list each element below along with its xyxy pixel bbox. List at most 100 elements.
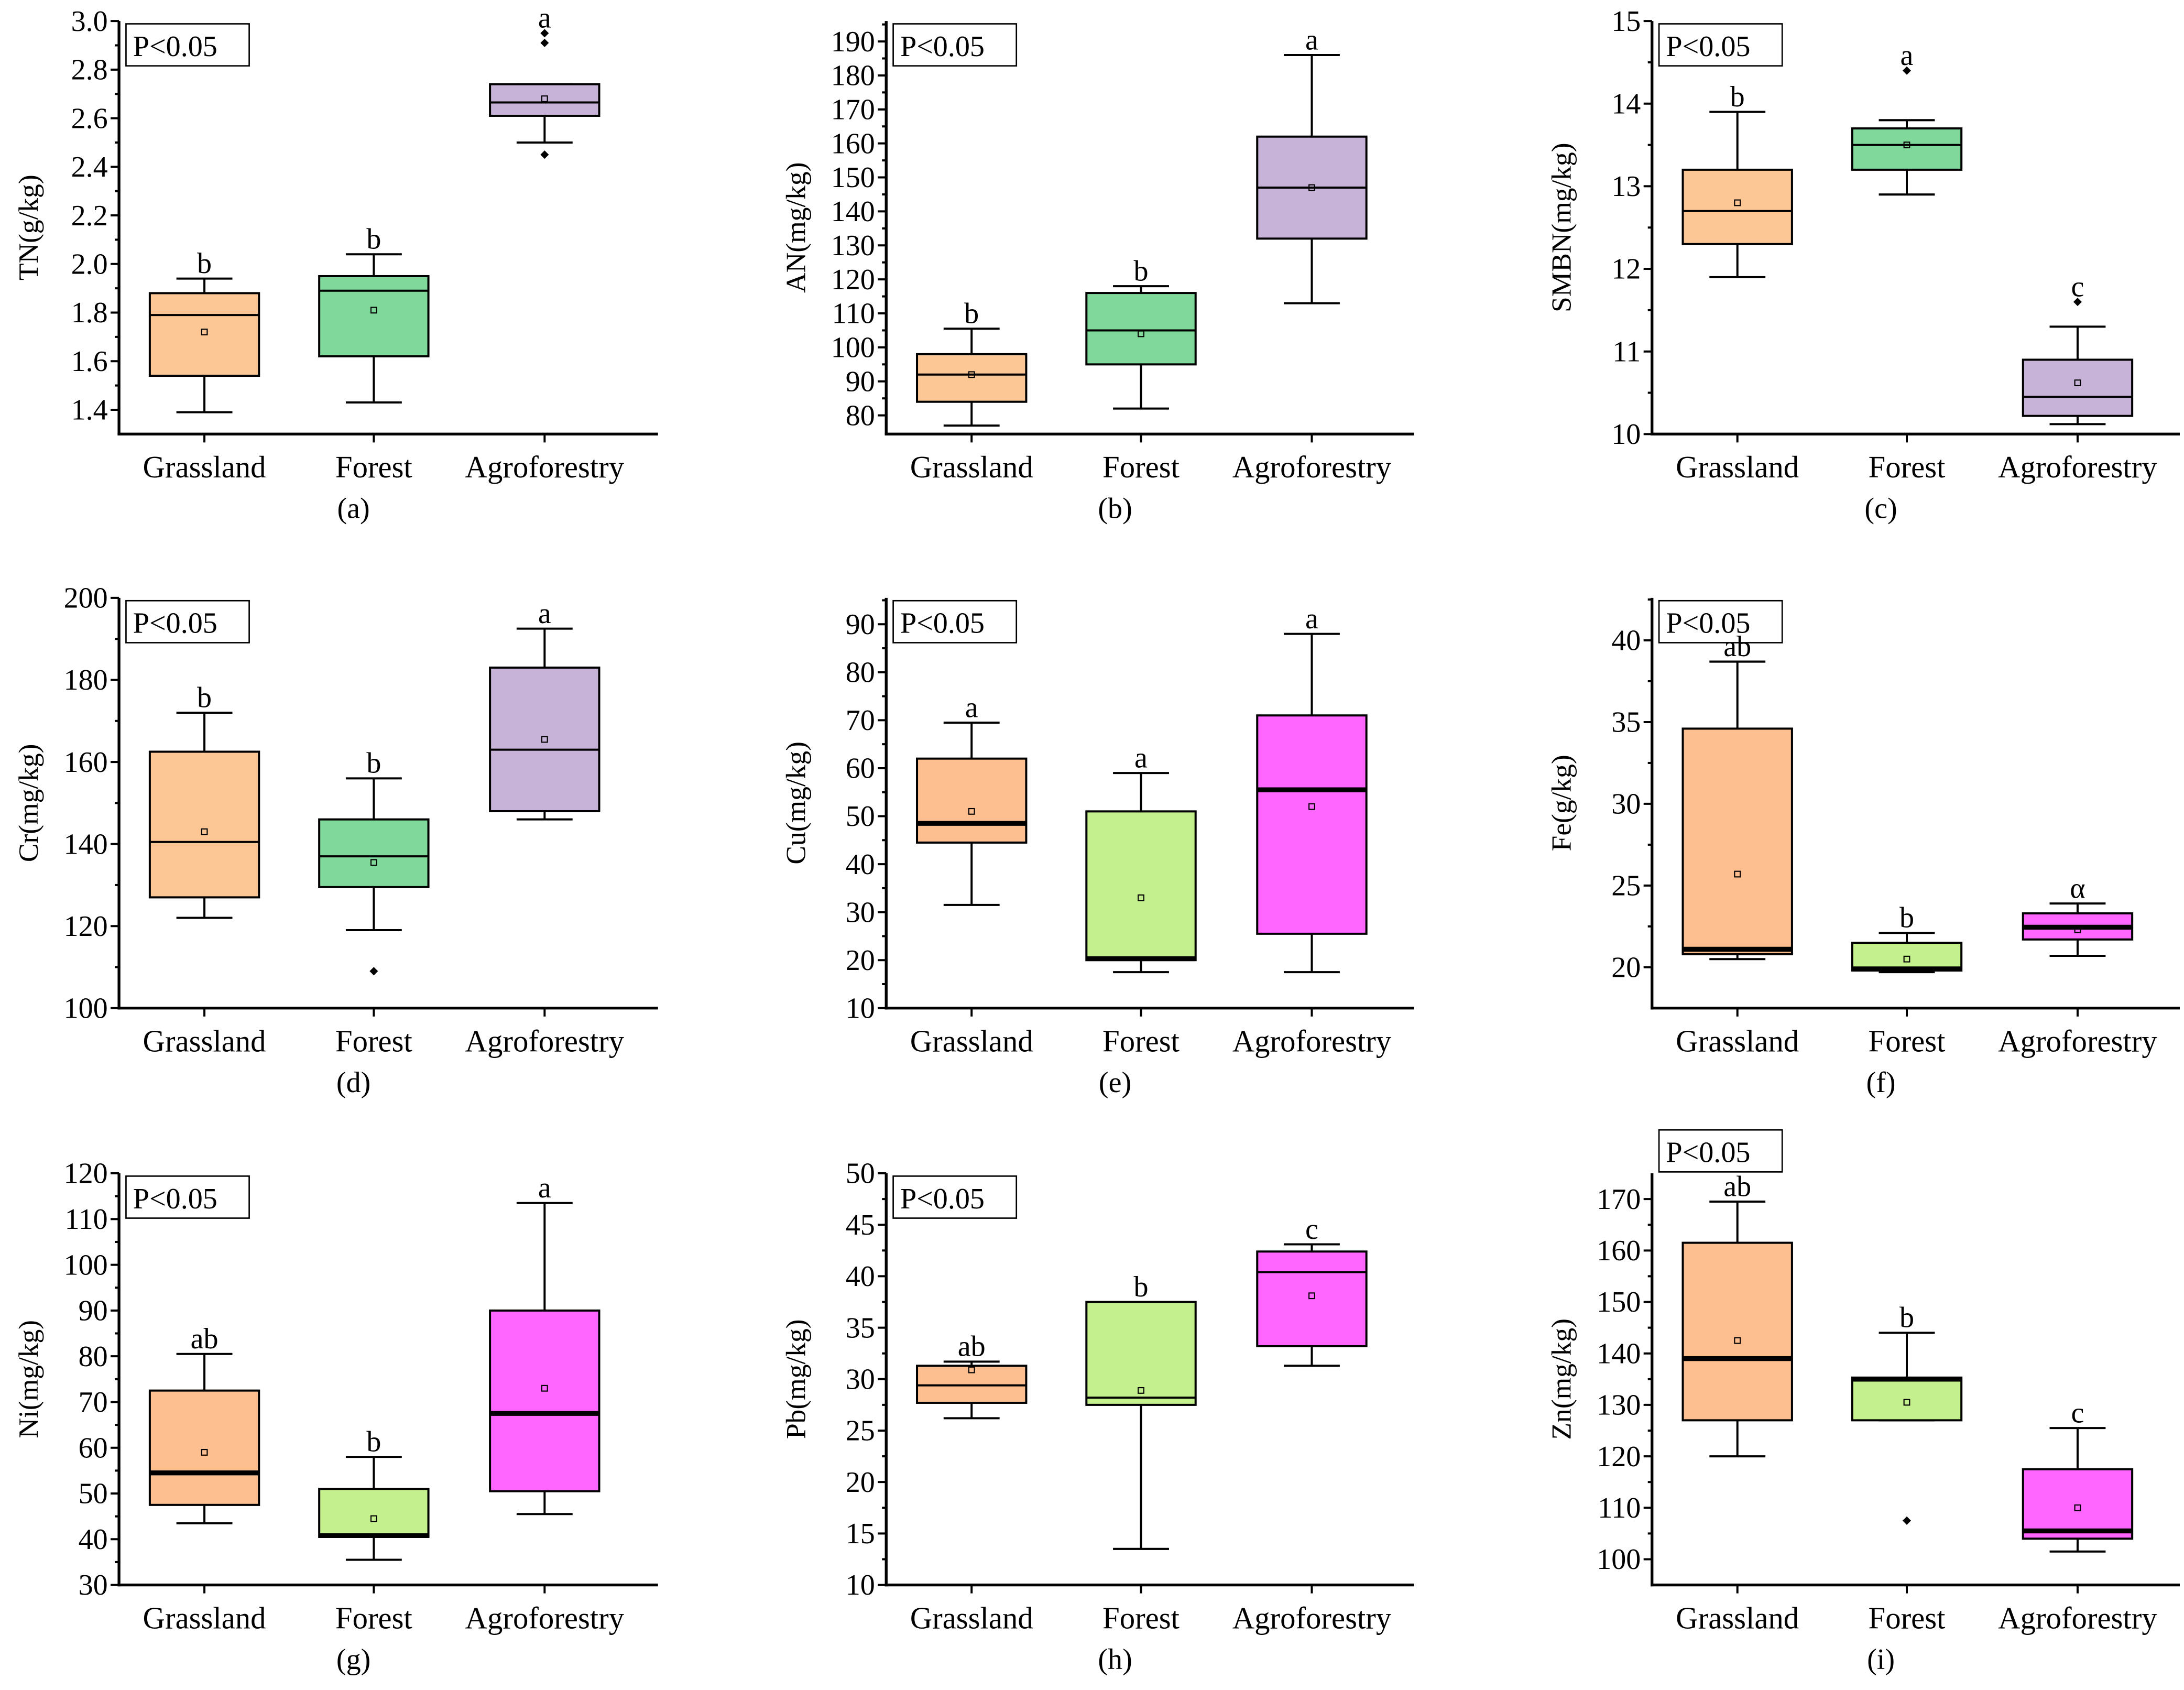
y-tick-label: 35 (1611, 706, 1641, 739)
box-grassland: b (148, 247, 260, 413)
box-agroforestry: c (1256, 1213, 1368, 1367)
mean-marker (201, 1449, 208, 1456)
significance-letter: b (1133, 1271, 1148, 1303)
y-tick-label: 1.6 (71, 345, 108, 378)
significance-letter: a (538, 597, 551, 630)
significance-letter: ab (191, 1323, 219, 1355)
y-tick-label: 20 (846, 1466, 875, 1499)
panel-d: 100 120 140 160 180 200 Cr(mg/kg) P<0.05 Grassla… (13, 582, 658, 1099)
outlier-point (540, 29, 549, 38)
significance-letter: b (1133, 255, 1148, 287)
mean-marker (1308, 184, 1315, 191)
x-tick-label: Grassland (910, 1601, 1033, 1635)
panel-e: 10 20 30 40 50 60 70 80 90 Cu(mg/kg) P<0.05 Grassla… (780, 597, 1414, 1099)
significance-letter: a (965, 691, 978, 724)
y-tick-label: 50 (846, 1158, 875, 1190)
box-grassland: b (1681, 81, 1793, 278)
box-forest: b (1851, 902, 1963, 974)
mean-marker (201, 329, 208, 336)
mean-marker (2074, 379, 2081, 387)
panel-caption: (b) (1098, 493, 1132, 525)
y-tick-label: 13 (1611, 170, 1641, 203)
y-tick-label: 30 (846, 896, 875, 929)
iqr-box (148, 292, 260, 377)
p-value-box (125, 23, 250, 67)
significance-letter: b (1899, 1302, 1914, 1334)
significance-letter: b (366, 1425, 381, 1458)
panel-caption: (f) (1866, 1066, 1896, 1099)
panel-c: 10 11 12 13 14 15 SMBN(mg/kg) P<0.05 Grassland Fo… (1546, 5, 2180, 525)
box-forest: b (1085, 1271, 1197, 1550)
mean-marker (1138, 1387, 1144, 1394)
y-tick-label: 60 (79, 1432, 108, 1464)
x-tick-label: Forest (1869, 450, 1946, 484)
iqr-box (489, 83, 600, 117)
x-tick-label: Agroforestry (1998, 1024, 2157, 1059)
y-tick-label: 70 (846, 704, 875, 737)
y-tick-label: 25 (846, 1415, 875, 1447)
significance-letter: a (1305, 603, 1318, 635)
x-tick-label: Agroforestry (465, 450, 625, 484)
y-tick-label: 90 (846, 365, 875, 398)
y-tick-label: 40 (1611, 625, 1641, 657)
panel-i: 100 110 120 130 140 150 160 170 Zn(mg/kg) P<0.05 G… (1546, 1129, 2180, 1676)
box-grassland: b (148, 681, 260, 919)
significance-letter: ab (1723, 630, 1751, 663)
box-agroforestry: a (1256, 24, 1368, 304)
iqr-box (916, 757, 1028, 844)
box-agroforestry: a (489, 597, 600, 821)
iqr-box (148, 750, 260, 899)
p-value-label: P<0.05 (1666, 607, 1750, 640)
x-tick-label: Agroforestry (1232, 1024, 1392, 1059)
iqr-box (1681, 168, 1793, 245)
y-tick-label: 160 (1597, 1235, 1641, 1267)
p-value-box (125, 599, 250, 644)
x-tick-label: Grassland (143, 1601, 266, 1635)
y-tick-label: 2.8 (71, 54, 108, 86)
x-tick-label: Grassland (143, 450, 266, 484)
mean-marker (2074, 926, 2081, 933)
outlier-point (1902, 1516, 1911, 1525)
y-tick-label: 10 (1611, 418, 1641, 451)
y-tick-label: 2.6 (71, 102, 108, 135)
y-tick-label: 120 (831, 264, 875, 296)
y-tick-label: 140 (1597, 1337, 1641, 1370)
iqr-box (318, 275, 430, 357)
x-tick-label: Agroforestry (1232, 450, 1392, 484)
box-forest: a (1851, 39, 1963, 196)
iqr-box (148, 1389, 260, 1506)
outlier-point (540, 150, 549, 159)
box-agroforestry: α (2022, 872, 2134, 957)
significance-letter: b (366, 747, 381, 780)
mean-marker (1903, 955, 1910, 963)
significance-letter: b (197, 247, 212, 280)
box-agroforestry: a (489, 2, 600, 159)
significance-letter: α (2070, 872, 2085, 904)
mean-marker (541, 95, 548, 102)
p-value-label: P<0.05 (133, 30, 217, 63)
x-tick-label: Forest (1102, 1601, 1180, 1635)
y-tick-label: 170 (1597, 1183, 1641, 1216)
y-tick-label: 30 (1611, 788, 1641, 821)
y-tick-label: 80 (846, 657, 875, 689)
p-value-box (1658, 599, 1783, 644)
y-tick-label: 200 (64, 582, 108, 615)
iqr-box (489, 667, 600, 813)
significance-letter: b (964, 298, 979, 330)
mean-marker (370, 307, 377, 314)
y-tick-label: 2.0 (71, 248, 108, 280)
mean-marker (1734, 870, 1741, 878)
panel-caption: (c) (1864, 493, 1897, 525)
significance-letter: ab (1723, 1170, 1751, 1203)
p-value-box (892, 23, 1018, 67)
box-grassland: b (916, 298, 1028, 427)
y-tick-label: 14 (1611, 88, 1641, 120)
y-tick-label: 170 (831, 94, 875, 126)
y-tick-label: 20 (846, 944, 875, 977)
y-tick-label: 10 (846, 992, 875, 1024)
y-tick-label: 70 (79, 1386, 108, 1419)
iqr-box (1851, 127, 1963, 171)
iqr-box (489, 1309, 600, 1492)
iqr-box (1681, 727, 1793, 955)
